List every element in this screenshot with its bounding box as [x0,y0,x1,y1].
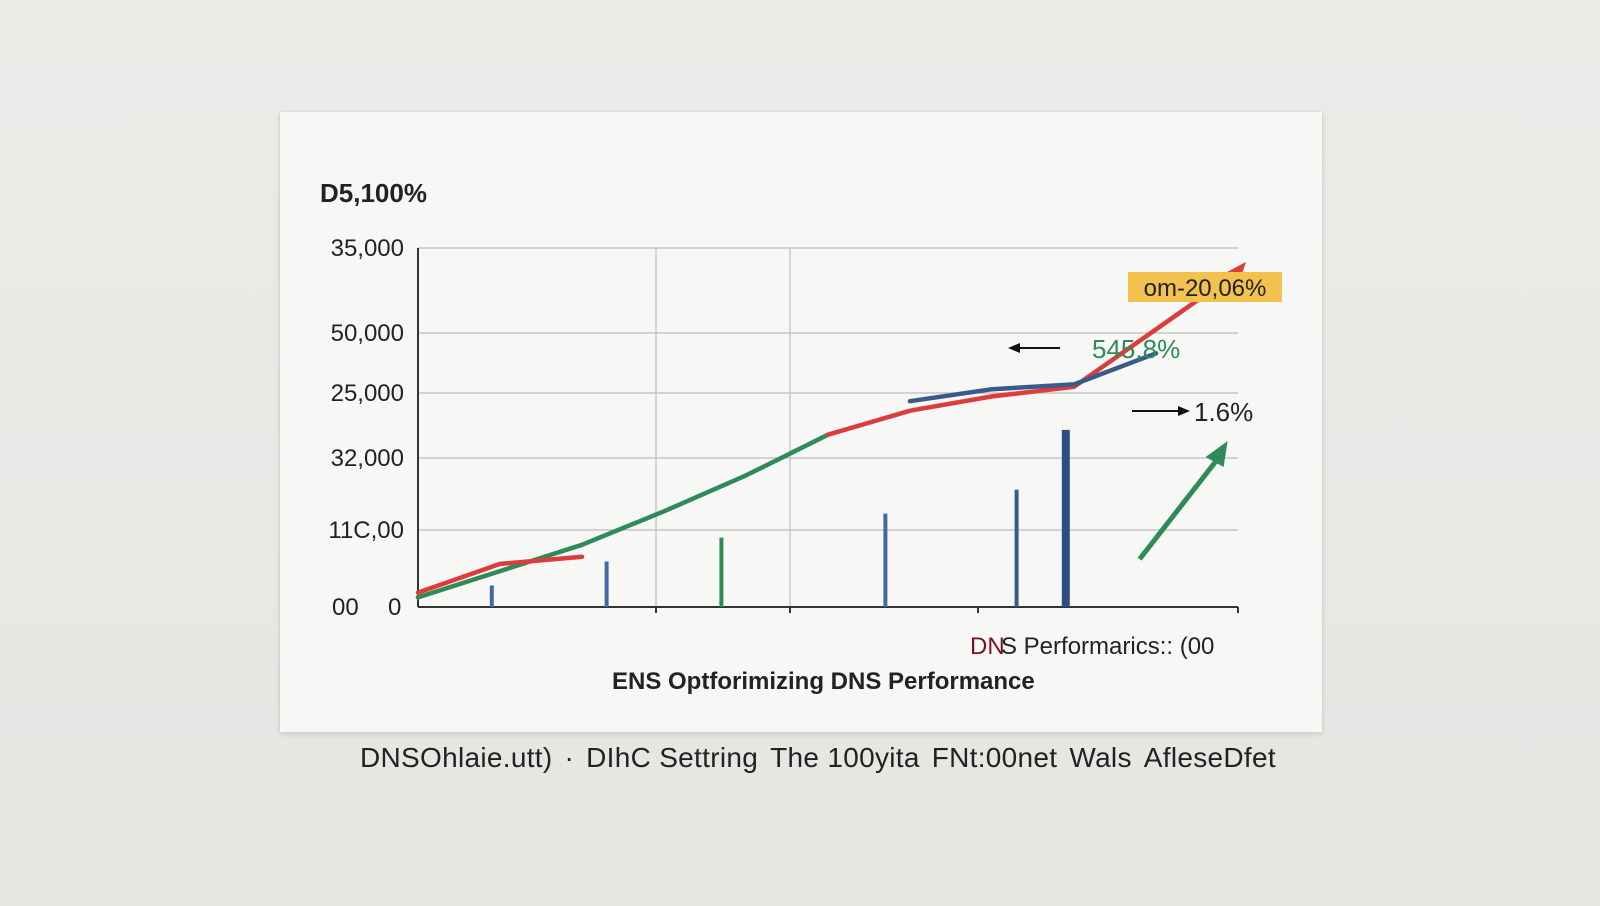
line-chart: D5,100% 35,00050,00025,00032,00011C,0000… [320,178,1282,695]
caption-item: DIhC Settring [586,742,759,773]
chart-title: D5,100% [320,178,427,208]
y-tick-label: 11C,00 [328,517,404,544]
y-tick-label: 32,000 [331,445,404,472]
line-layer [415,261,1246,600]
series-line [907,351,1159,404]
caption-item: Wals [1069,742,1132,773]
y-tick-label: 50,000 [331,320,404,347]
y-tick-label: 00 [332,594,359,621]
caption-item: FNt:00net [931,742,1058,773]
pointer-arrow-head [1008,343,1020,353]
badge-label: om-20,06% [1144,275,1267,302]
caption-item: AfleseDfet [1143,742,1276,773]
grid-layer [417,247,1239,613]
legend-note-rest: S Performarics:: (00 [1001,633,1214,660]
y-tick-label: 35,000 [331,235,404,262]
y-tick-label: 25,000 [331,380,404,407]
caption-item: DNSOhlaie.utt) [360,742,553,773]
green-arrow-head [1205,441,1228,468]
bar-layer [489,429,1070,607]
caption-item: · [564,742,575,773]
side-value-label: 1.6% [1194,397,1253,427]
legend-note-strong: DN [970,633,1005,660]
green-value-label: 545,8% [1092,334,1180,364]
chart-subtitle: ENS Optforimizing DNS Performance [612,668,1035,695]
caption-item: The 100yita [770,742,920,773]
chart-card: D5,100% 35,000 50,000 25,000 32,000 11C,00 00… [280,112,1322,732]
badge-bg [1128,272,1282,302]
series-line [415,269,1241,595]
series-line [415,432,831,600]
caption-row: DNSOhlaie.utt) · DIhC Settring The 100yita F… [360,742,1288,774]
green-arrow-shaft [1137,457,1220,561]
y-tick-label: 0 [388,594,401,621]
annotation-layer: om-20,06% 545,8% 1.6% [1008,272,1282,427]
side-arrow-head [1178,406,1190,416]
